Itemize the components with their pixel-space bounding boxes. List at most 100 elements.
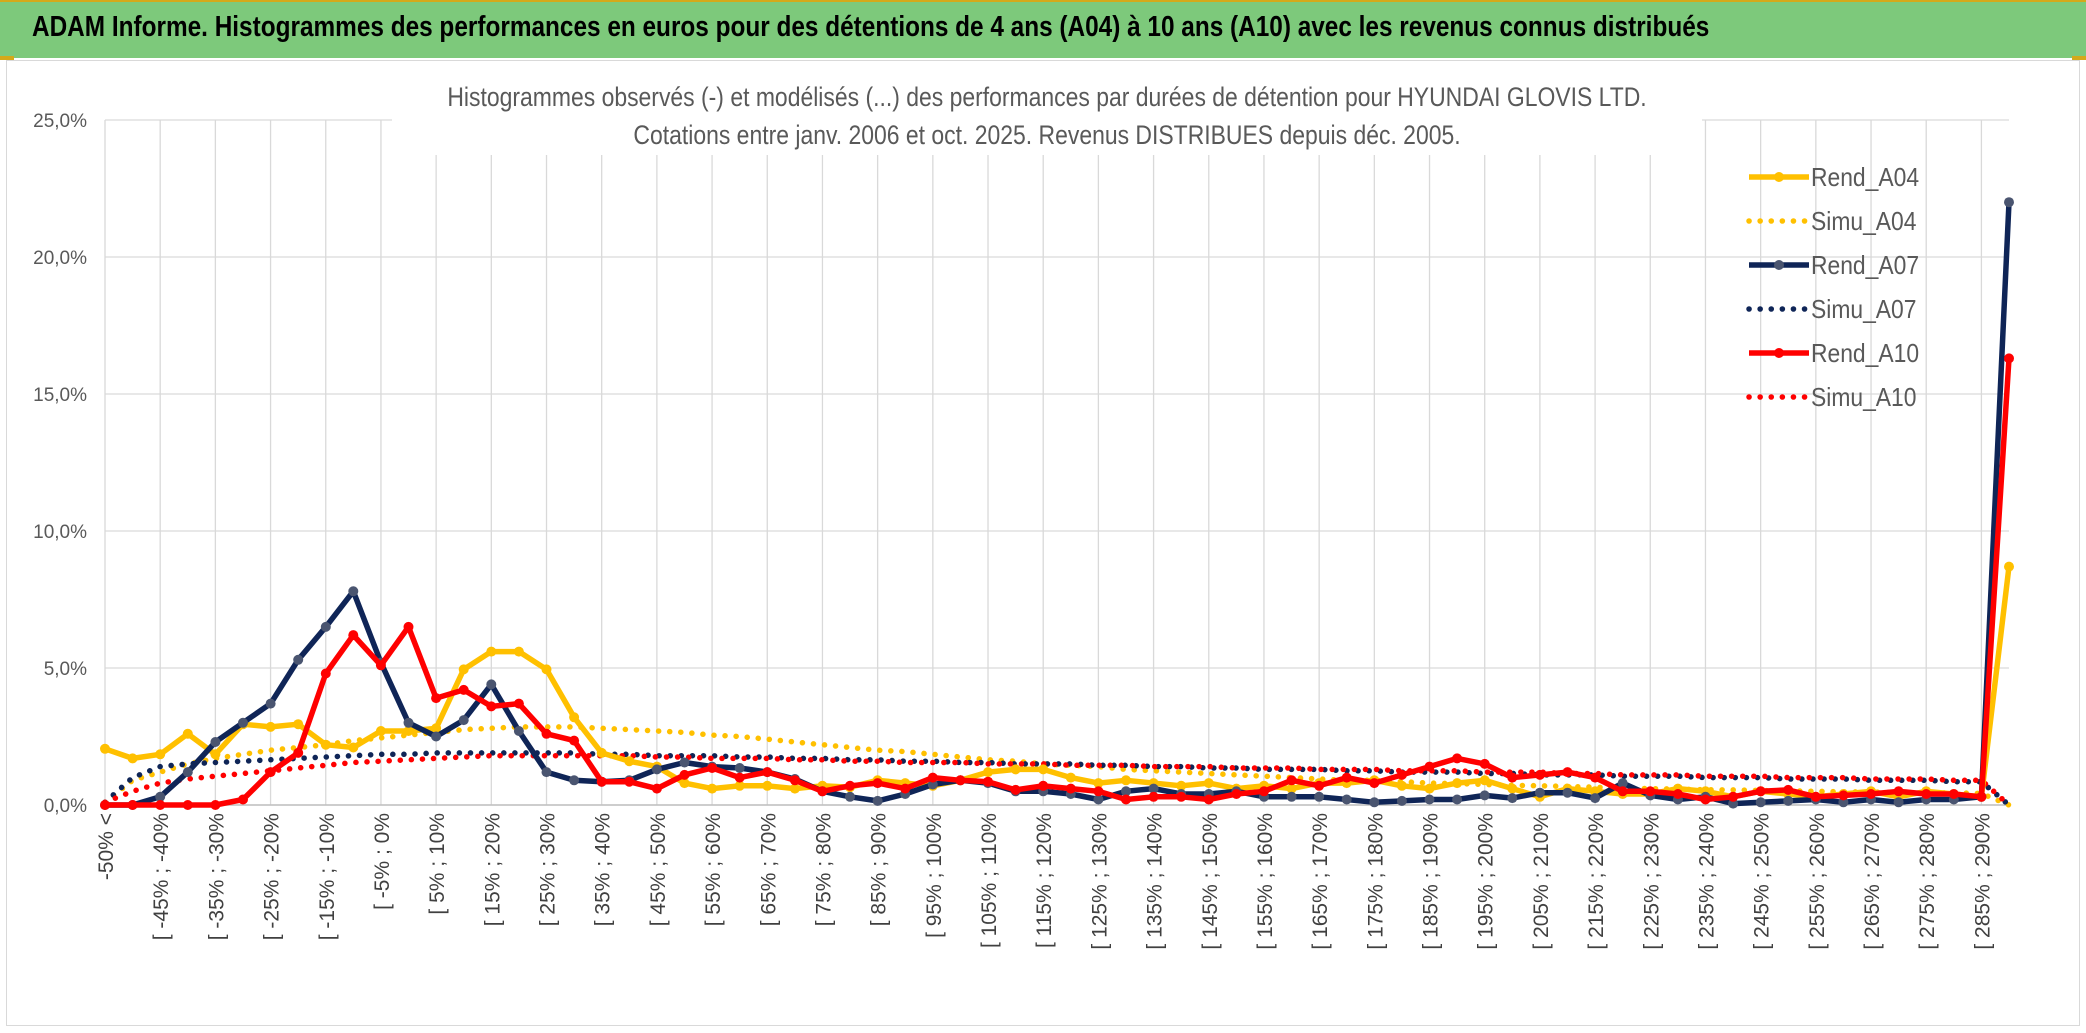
data-point — [293, 654, 304, 665]
data-point — [486, 679, 497, 690]
legend-label: Rend_A10 — [1811, 340, 1919, 369]
data-point — [1176, 780, 1187, 791]
data-point — [1369, 778, 1380, 789]
data-point — [845, 780, 855, 791]
legend-item-Rend_A10: Rend_A10 — [1749, 340, 1919, 369]
data-point — [1424, 761, 1435, 772]
data-point — [1700, 794, 1711, 805]
data-point — [348, 630, 359, 641]
x-axis-ticks: -50% < [ -45% ; -40% [ -35% ; -30% [ -25% ;… — [95, 813, 1994, 950]
x-tick-label: [ 285% ; 290% — [1971, 813, 1994, 950]
x-tick-label: [ 65% ; 70% — [757, 813, 780, 926]
x-tick-label: [ -15% ; -10% — [316, 813, 339, 940]
data-point — [1121, 775, 1131, 786]
x-tick-label: [ 135% ; 140% — [1144, 813, 1167, 950]
series-Rend_A10 — [100, 353, 2014, 810]
x-tick-label: [ 245% ; 250% — [1751, 813, 1774, 950]
data-point — [651, 783, 662, 794]
x-tick-label: [ 155% ; 160% — [1254, 813, 1277, 950]
data-point — [872, 778, 883, 789]
chart-subtitle: Cotations entre janv. 2006 et oct. 2025.… — [633, 120, 1460, 150]
data-point — [458, 684, 469, 695]
data-point — [1838, 790, 1849, 801]
legend-item-Simu_A10: Simu_A10 — [1746, 384, 1916, 413]
data-point — [320, 739, 331, 750]
data-point — [1866, 789, 1876, 799]
data-point — [845, 791, 855, 802]
data-point — [238, 794, 248, 805]
data-point — [1286, 783, 1297, 794]
x-tick-label: [ 45% ; 50% — [647, 813, 670, 926]
data-point — [1093, 778, 1104, 789]
data-point — [872, 795, 883, 806]
x-tick-label: [ 225% ; 230% — [1640, 813, 1663, 950]
data-point — [1314, 791, 1325, 802]
data-point — [762, 780, 773, 791]
x-tick-label: [ 95% ; 100% — [923, 813, 946, 938]
data-point — [1093, 786, 1104, 797]
data-point — [210, 737, 221, 747]
data-point — [100, 800, 110, 810]
data-point — [541, 664, 552, 675]
x-tick-label: -50% < — [95, 813, 118, 880]
data-point — [431, 693, 442, 704]
data-point — [707, 763, 718, 773]
data-point — [293, 719, 304, 730]
grid-lines — [104, 119, 2009, 806]
data-point — [983, 767, 993, 778]
data-point — [1452, 778, 1463, 789]
data-point — [1672, 789, 1683, 799]
x-tick-label: [ 125% ; 130% — [1088, 813, 1111, 950]
data-point — [1783, 784, 1794, 795]
data-point — [265, 767, 276, 778]
x-tick-label: [ 205% ; 210% — [1530, 813, 1553, 950]
data-point — [734, 763, 745, 773]
series-Simu_A10 — [102, 752, 2012, 808]
data-point — [596, 776, 607, 787]
chart-frame: 0,0% 5,0% 10,0% 15,0% 20,0% 25,0% -50% < [ -45… — [6, 60, 2080, 1026]
corner-mark-left — [0, 56, 14, 60]
data-point — [1452, 753, 1463, 764]
data-point — [1783, 795, 1794, 806]
data-point — [900, 783, 911, 794]
data-point — [1065, 772, 1076, 783]
data-point — [679, 769, 690, 780]
data-point — [1396, 769, 1407, 780]
data-point — [541, 767, 552, 778]
data-point — [403, 717, 414, 728]
x-tick-label: [ 85% ; 90% — [868, 813, 891, 926]
x-tick-label: [ 25% ; 30% — [537, 813, 560, 926]
data-point — [1369, 797, 1380, 808]
data-point — [458, 664, 469, 675]
x-tick-label: [ 105% ; 110% — [978, 813, 1001, 948]
data-point — [403, 726, 414, 736]
data-point — [1341, 794, 1352, 805]
data-point — [1176, 791, 1187, 802]
series-lines — [100, 197, 2014, 810]
data-point — [762, 767, 773, 778]
data-point — [1590, 793, 1601, 804]
data-point — [1893, 797, 1904, 808]
x-tick-label: [ 115% ; 120% — [1033, 813, 1056, 948]
x-tick-label: [ 275% ; 280% — [1916, 813, 1939, 950]
y-tick-label: 5,0% — [44, 659, 87, 680]
data-point — [431, 723, 442, 734]
data-point — [486, 646, 497, 657]
x-tick-label: [ 175% ; 180% — [1364, 813, 1387, 950]
data-point — [1728, 791, 1739, 802]
data-point — [1203, 794, 1214, 805]
data-point — [238, 717, 248, 728]
data-point — [513, 726, 524, 736]
data-point — [403, 621, 414, 632]
data-point — [569, 712, 580, 723]
legend-label: Simu_A10 — [1811, 384, 1916, 413]
data-point — [265, 721, 276, 732]
data-point — [1479, 790, 1490, 801]
corner-mark-right — [2072, 56, 2086, 60]
data-point — [734, 780, 745, 791]
data-point — [210, 800, 221, 810]
chart-title: Histogrammes observés (-) et modélisés (… — [447, 82, 1646, 112]
legend-marker — [1774, 260, 1784, 270]
data-point — [1617, 786, 1628, 797]
data-point — [431, 731, 442, 742]
